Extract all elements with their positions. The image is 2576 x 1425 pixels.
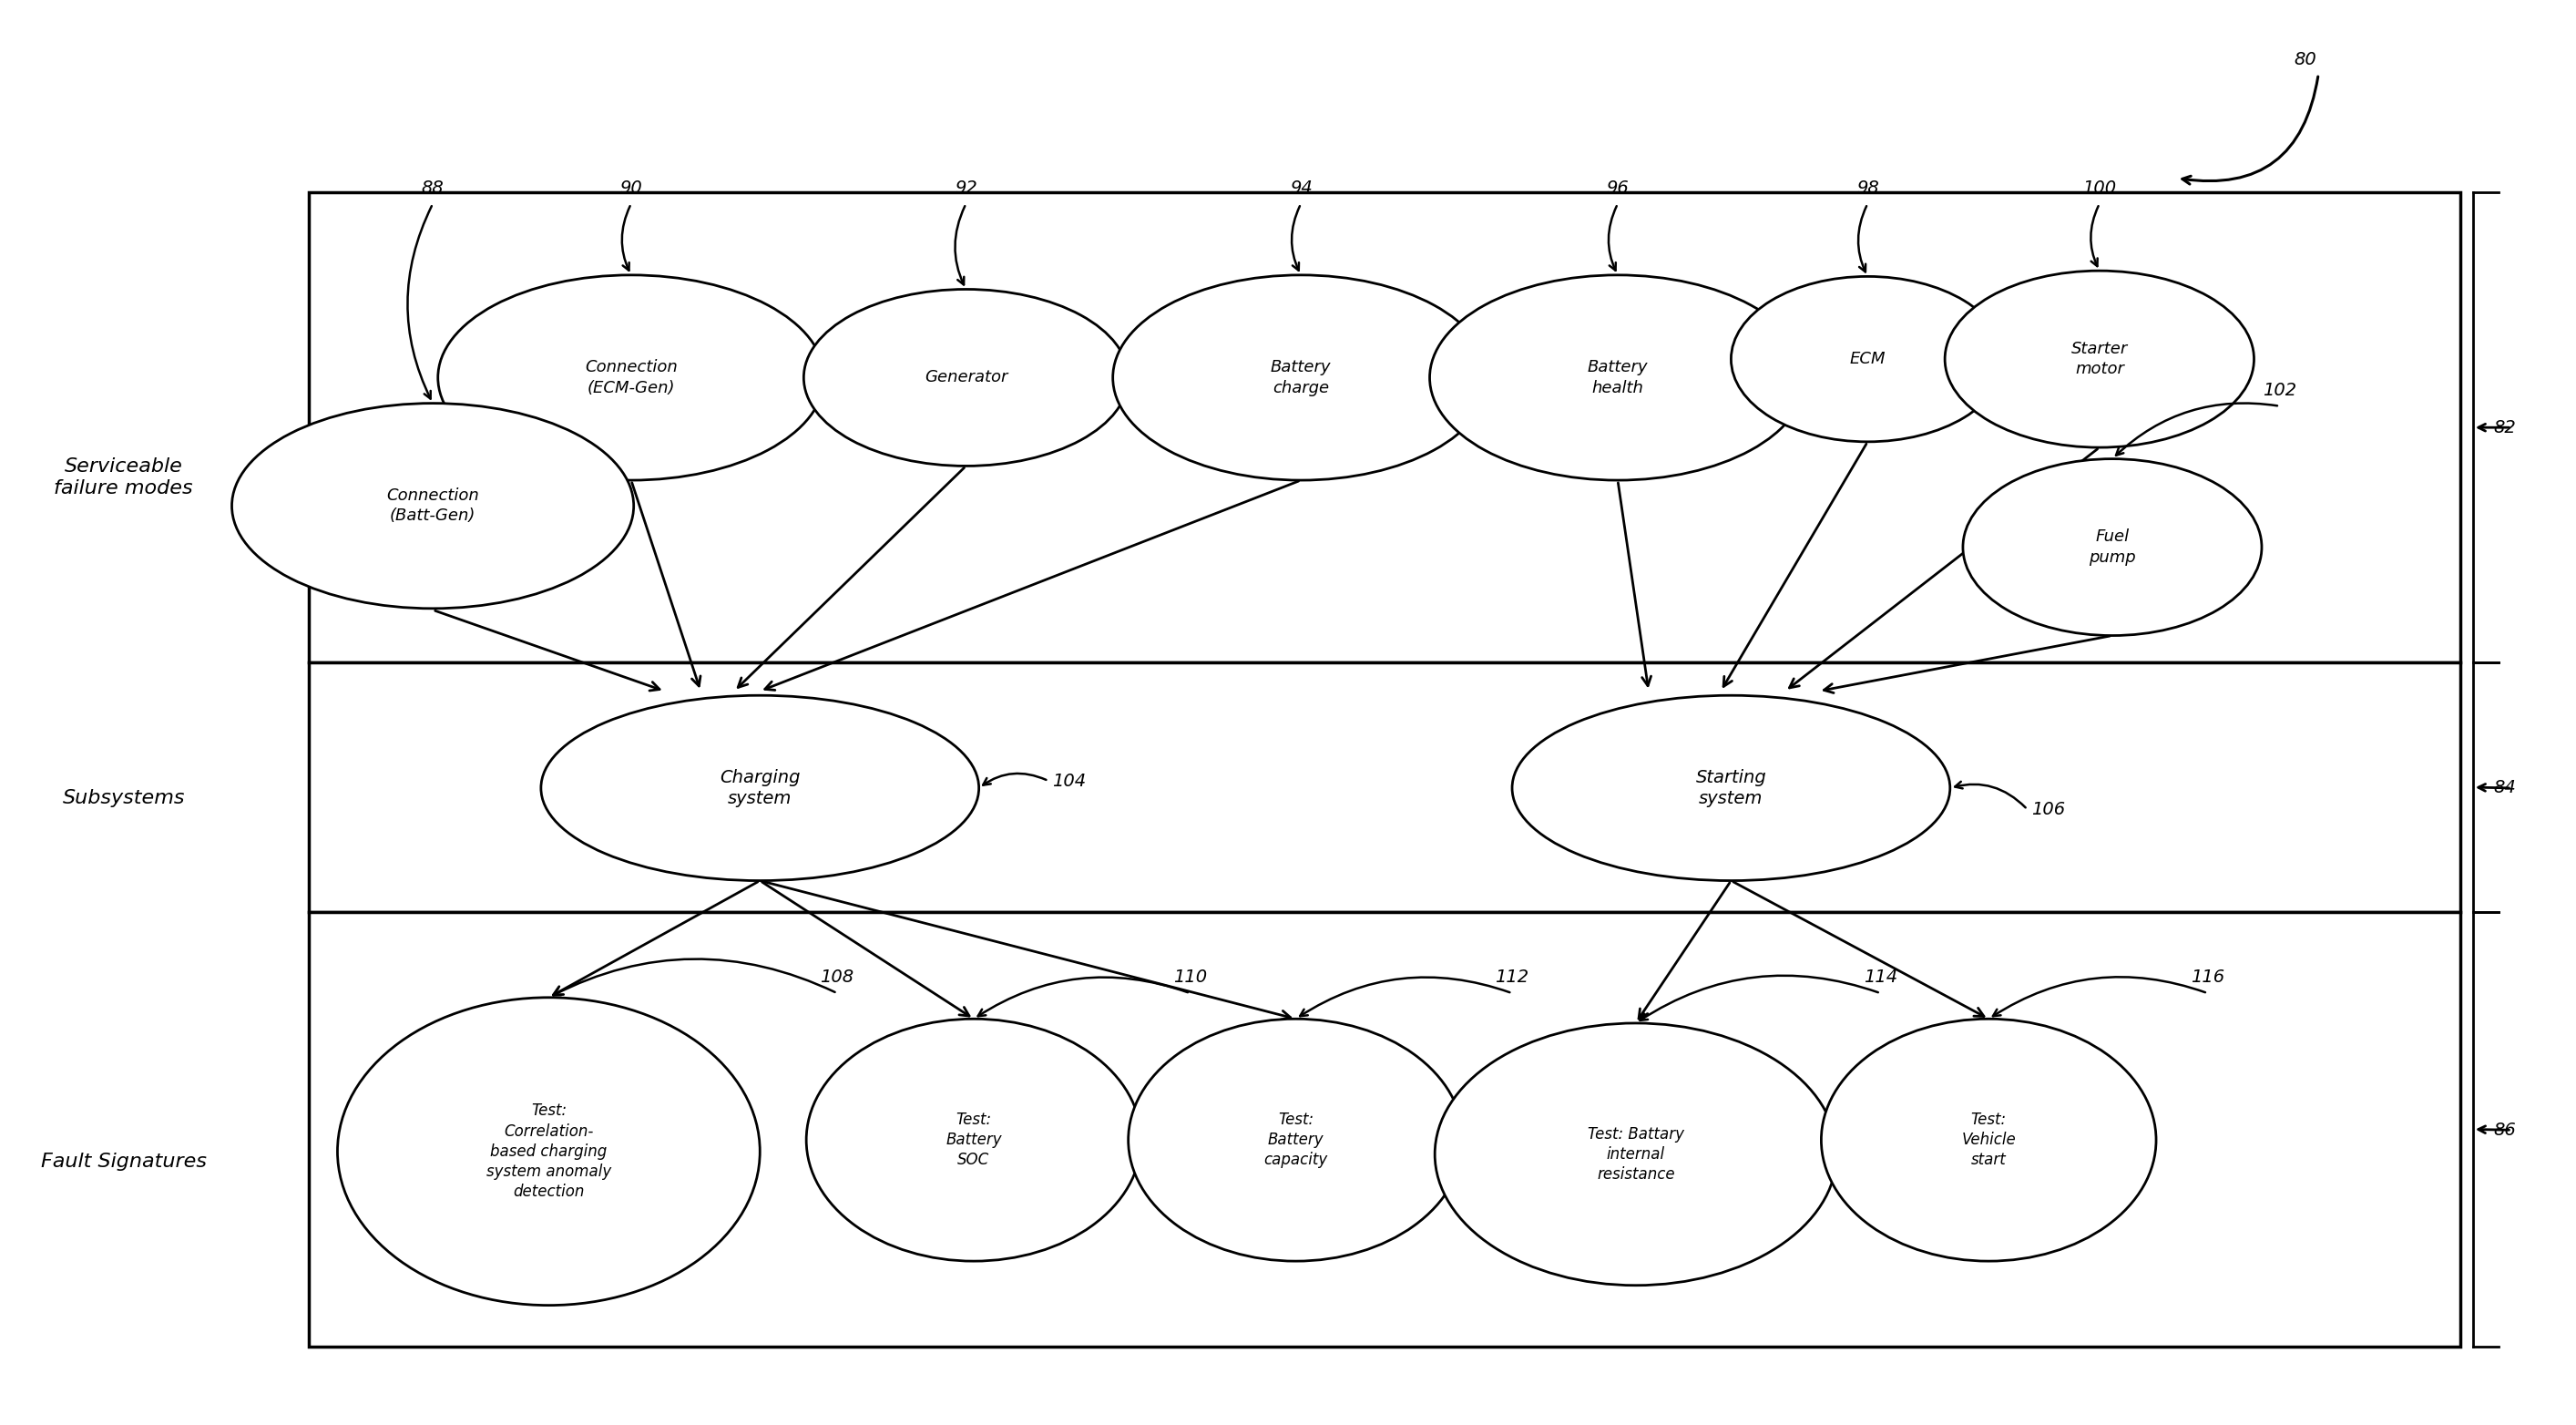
Ellipse shape (1821, 1019, 2156, 1261)
Ellipse shape (337, 998, 760, 1305)
Bar (309, 912, 2460, 1347)
Text: Test:
Vehicle
start: Test: Vehicle start (1960, 1112, 2017, 1168)
Text: 112: 112 (1494, 969, 1530, 986)
Text: 110: 110 (1172, 969, 1208, 986)
Text: Connection
(ECM-Gen): Connection (ECM-Gen) (585, 359, 677, 396)
Text: Serviceable
failure modes: Serviceable failure modes (54, 457, 193, 497)
Bar (309, 192, 2460, 663)
Ellipse shape (804, 289, 1128, 466)
Text: 106: 106 (2030, 801, 2066, 818)
Text: Fault Signatures: Fault Signatures (41, 1153, 206, 1170)
Ellipse shape (1113, 275, 1489, 480)
Text: 94: 94 (1291, 180, 1311, 197)
Bar (309, 663, 2460, 912)
Ellipse shape (1128, 1019, 1463, 1261)
Text: Battery
charge: Battery charge (1270, 359, 1332, 396)
Text: 86: 86 (2494, 1121, 2517, 1139)
Text: 114: 114 (1862, 969, 1899, 986)
Text: Test: Battary
internal
resistance: Test: Battary internal resistance (1587, 1126, 1685, 1183)
Text: 108: 108 (819, 969, 855, 986)
Text: 84: 84 (2494, 779, 2517, 797)
Ellipse shape (1945, 271, 2254, 447)
Text: 98: 98 (1857, 180, 1878, 197)
Text: Test:
Battery
SOC: Test: Battery SOC (945, 1112, 1002, 1168)
Ellipse shape (1963, 459, 2262, 636)
Ellipse shape (1435, 1023, 1837, 1285)
Text: 96: 96 (1607, 180, 1628, 197)
Ellipse shape (806, 1019, 1141, 1261)
Text: 102: 102 (2262, 382, 2298, 399)
Text: Connection
(Batt-Gen): Connection (Batt-Gen) (386, 487, 479, 524)
Ellipse shape (1512, 695, 1950, 881)
Text: 116: 116 (2190, 969, 2226, 986)
Text: Subsystems: Subsystems (62, 789, 185, 807)
Text: Starting
system: Starting system (1695, 768, 1767, 808)
Text: 104: 104 (1051, 772, 1087, 789)
Text: 100: 100 (2081, 180, 2117, 197)
Text: Fuel
pump: Fuel pump (2089, 529, 2136, 566)
Ellipse shape (1731, 276, 2004, 442)
Text: 82: 82 (2494, 419, 2517, 436)
Text: 92: 92 (956, 180, 976, 197)
Text: Charging
system: Charging system (719, 768, 801, 808)
Text: 80: 80 (2295, 51, 2316, 68)
Text: ECM: ECM (1850, 351, 1886, 368)
Text: Battery
health: Battery health (1587, 359, 1649, 396)
Text: Test:
Correlation-
based charging
system anomaly
detection: Test: Correlation- based charging system… (487, 1103, 611, 1200)
Ellipse shape (232, 403, 634, 608)
Text: Starter
motor: Starter motor (2071, 341, 2128, 378)
Text: 90: 90 (621, 180, 641, 197)
Ellipse shape (1430, 275, 1806, 480)
Ellipse shape (438, 275, 824, 480)
Text: 88: 88 (422, 180, 443, 197)
Text: Test:
Battery
capacity: Test: Battery capacity (1265, 1112, 1327, 1168)
Ellipse shape (541, 695, 979, 881)
Text: Generator: Generator (925, 369, 1007, 386)
